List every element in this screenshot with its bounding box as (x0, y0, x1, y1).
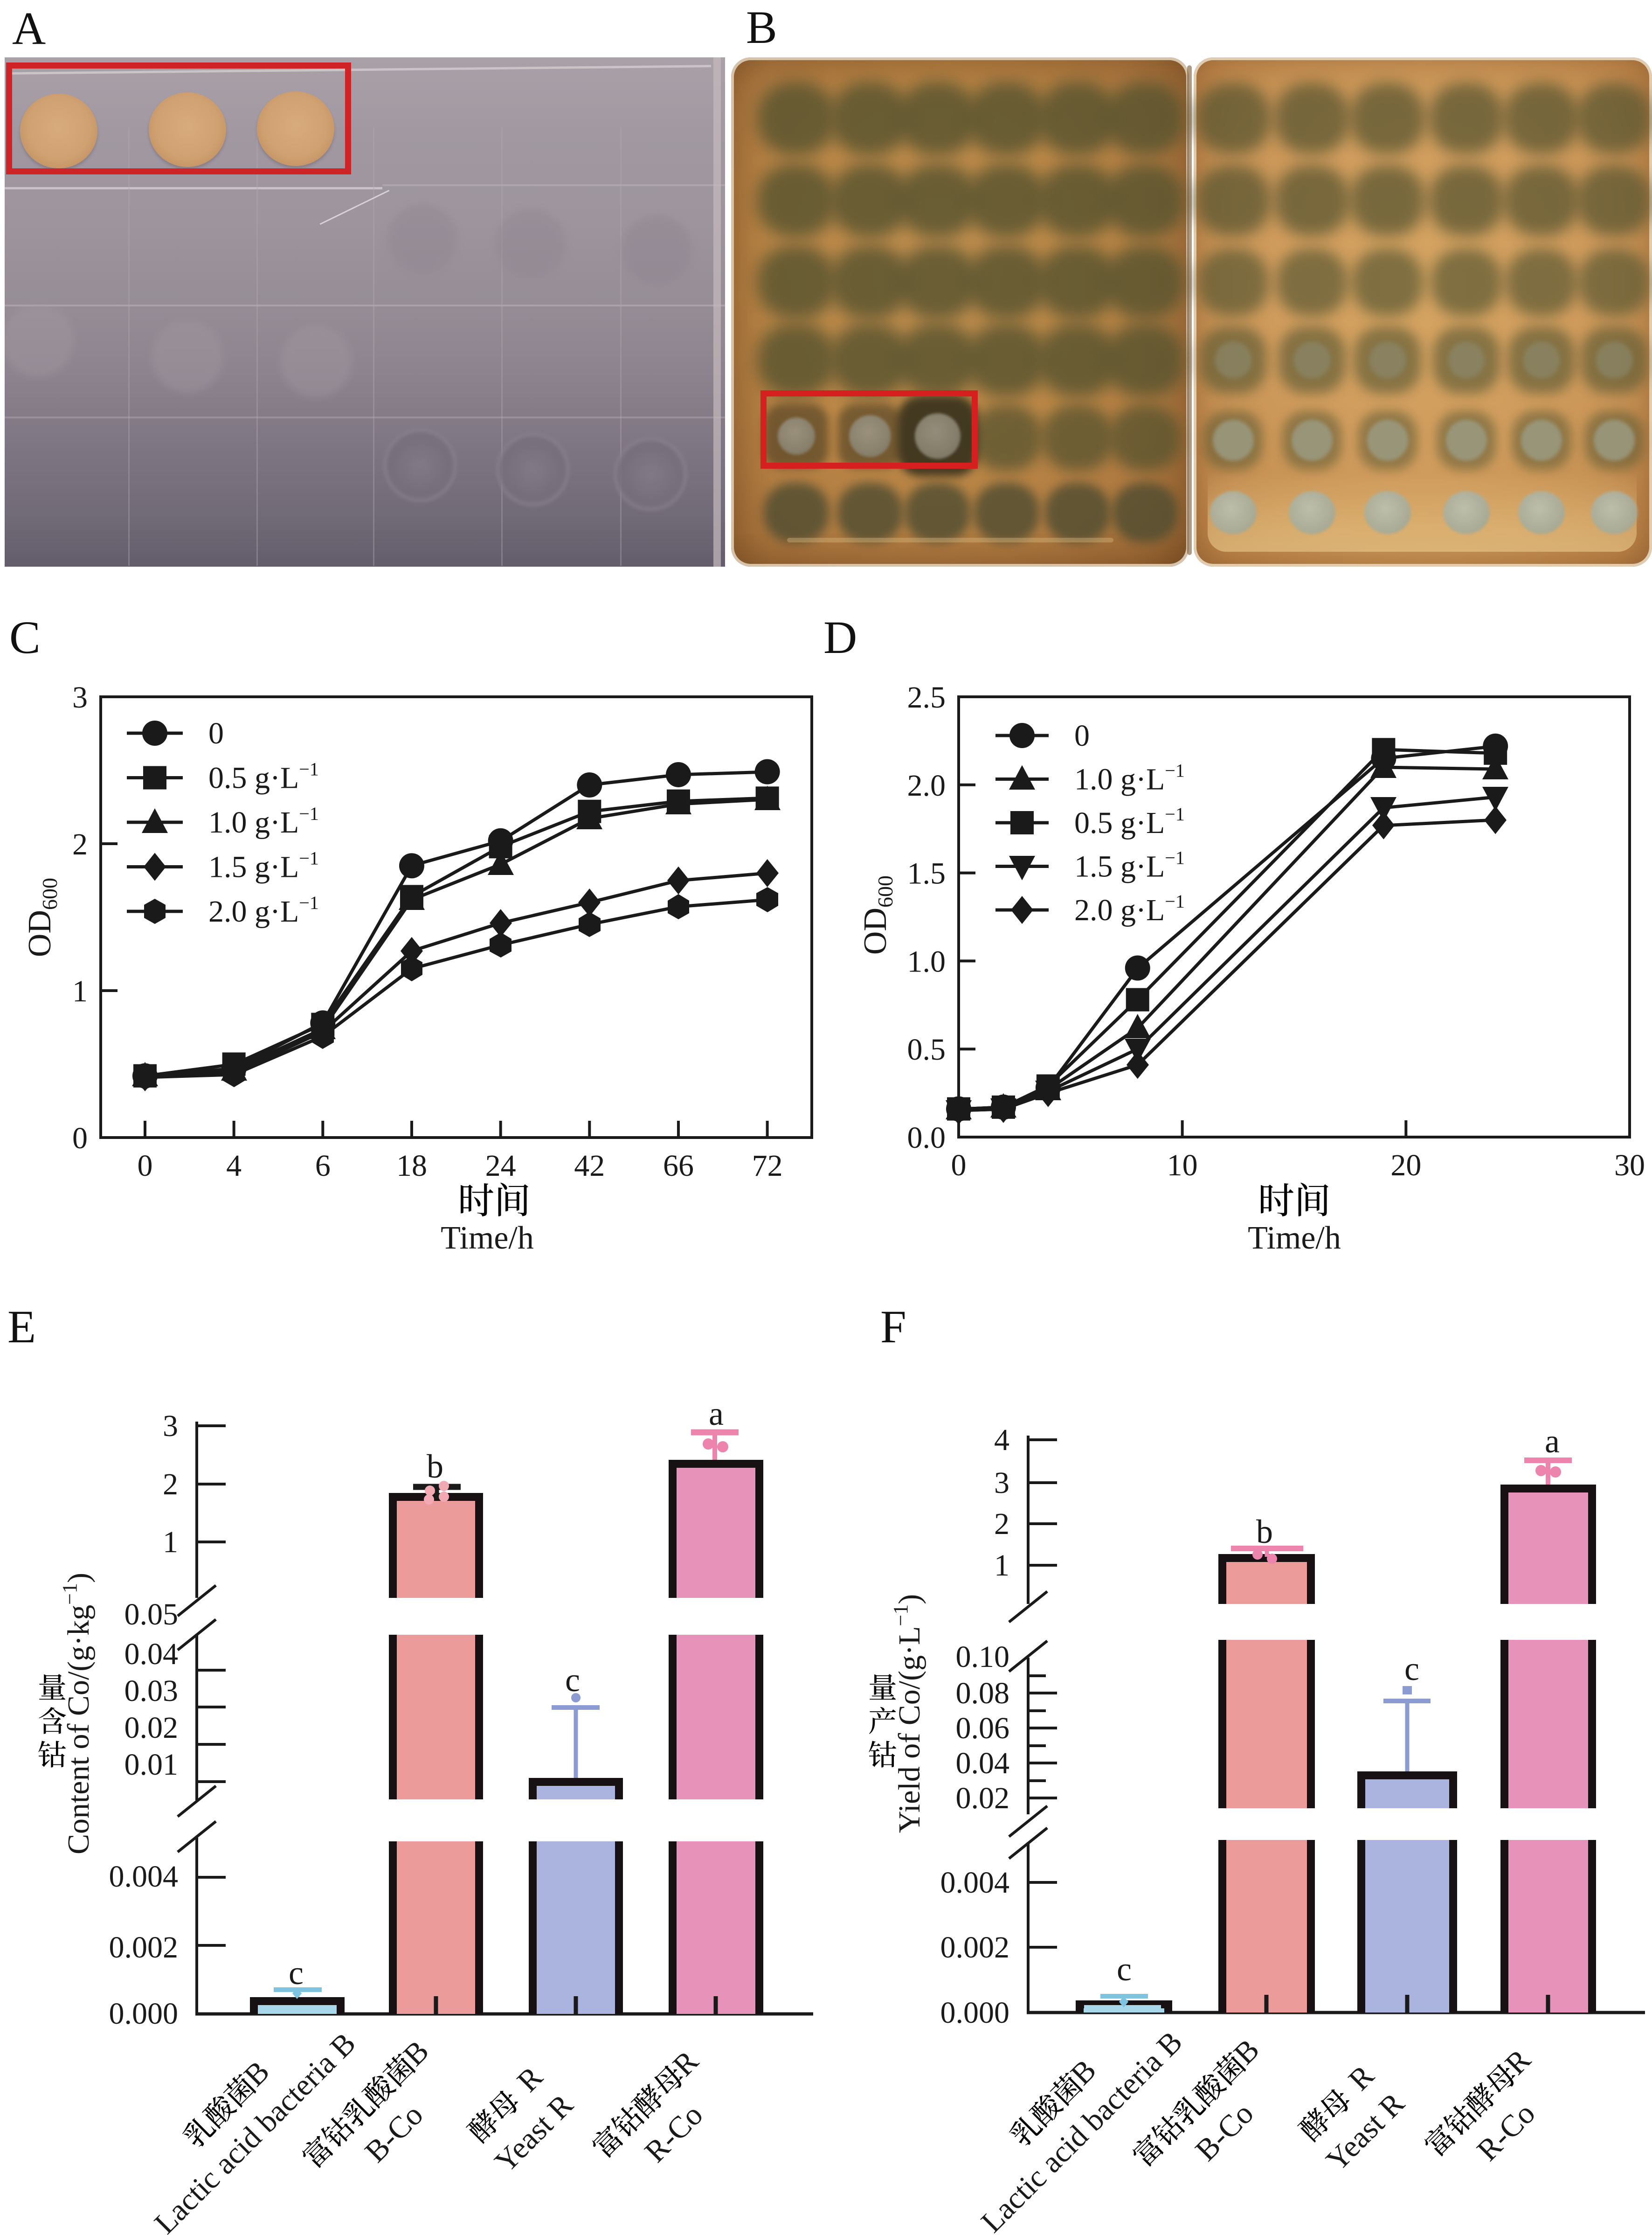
svg-text:66: 66 (663, 1149, 694, 1183)
svg-text:2.0 g·L−1: 2.0 g·L−1 (1074, 891, 1185, 927)
svg-text:0.01: 0.01 (124, 1748, 179, 1782)
svg-text:A: A (12, 2, 46, 54)
svg-text:0.004: 0.004 (109, 1860, 179, 1894)
svg-text:B: B (237, 2055, 276, 2093)
svg-text:b: b (1256, 1513, 1273, 1550)
svg-text:0: 0 (208, 716, 224, 750)
svg-text:0.04: 0.04 (124, 1637, 179, 1671)
svg-text:Yield of Co/(g·L−1): Yield of Co/(g·L−1) (889, 1594, 926, 1833)
svg-text:R: R (1342, 2059, 1381, 2097)
svg-text:Time/h: Time/h (1248, 1220, 1341, 1256)
svg-text:0.10: 0.10 (956, 1640, 1010, 1674)
svg-text:3: 3 (72, 680, 88, 715)
svg-text:1.5: 1.5 (907, 857, 946, 891)
svg-text:B-Co: B-Co (359, 2098, 430, 2169)
svg-text:6: 6 (315, 1149, 331, 1183)
svg-text:0.5 g·L−1: 0.5 g·L−1 (208, 759, 319, 795)
svg-text:c: c (565, 1661, 580, 1699)
svg-text:4: 4 (226, 1149, 242, 1183)
svg-text:0.000: 0.000 (940, 1996, 1010, 2030)
svg-text:0.002: 0.002 (940, 1930, 1010, 1964)
svg-text:0.05: 0.05 (124, 1597, 179, 1631)
svg-text:1: 1 (72, 974, 88, 1008)
svg-text:0.5 g·L−1: 0.5 g·L−1 (1074, 804, 1185, 840)
svg-text:0.08: 0.08 (956, 1676, 1010, 1710)
svg-text:2: 2 (72, 827, 88, 861)
svg-text:3: 3 (163, 1409, 178, 1443)
svg-text:F: F (880, 1301, 906, 1353)
svg-text:1: 1 (994, 1548, 1009, 1583)
svg-text:2: 2 (163, 1467, 178, 1501)
svg-text:B: B (1064, 2053, 1103, 2092)
svg-text:18: 18 (396, 1149, 427, 1183)
svg-text:0: 0 (72, 1121, 88, 1155)
svg-text:E: E (7, 1301, 36, 1353)
svg-text:R: R (511, 2060, 549, 2099)
svg-text:0.03: 0.03 (124, 1674, 179, 1708)
svg-text:0.0: 0.0 (907, 1121, 946, 1155)
svg-text:1.5 g·L−1: 1.5 g·L−1 (1074, 847, 1185, 884)
svg-text:2.0 g·L−1: 2.0 g·L−1 (208, 892, 319, 929)
svg-text:0: 0 (951, 1148, 967, 1182)
svg-text:c: c (1404, 1650, 1419, 1687)
svg-text:c: c (289, 1954, 304, 1992)
svg-text:R-Co: R-Co (638, 2098, 710, 2169)
svg-text:B-Co: B-Co (1189, 2096, 1260, 2168)
svg-text:Lactic acid bacteria B: Lactic acid bacteria B (148, 2026, 362, 2235)
svg-text:R: R (1499, 2043, 1537, 2082)
svg-text:0: 0 (138, 1149, 153, 1183)
svg-text:0.000: 0.000 (109, 1997, 179, 2031)
svg-text:2: 2 (994, 1507, 1009, 1541)
svg-text:1.0 g·L−1: 1.0 g·L−1 (208, 803, 319, 840)
svg-text:R-Co: R-Co (1471, 2096, 1542, 2168)
svg-text:0.02: 0.02 (956, 1781, 1010, 1815)
svg-text:1.0: 1.0 (907, 944, 946, 979)
svg-text:1.0 g·L−1: 1.0 g·L−1 (1074, 760, 1185, 797)
svg-text:1: 1 (163, 1525, 178, 1559)
svg-text:B: B (1227, 2033, 1266, 2071)
svg-text:B: B (746, 1, 777, 53)
svg-text:4: 4 (994, 1423, 1009, 1457)
svg-text:0.04: 0.04 (956, 1746, 1010, 1780)
svg-text:2.0: 2.0 (907, 769, 946, 803)
svg-text:20: 20 (1390, 1148, 1421, 1182)
svg-text:B: B (397, 2034, 435, 2073)
svg-text:0.02: 0.02 (124, 1711, 179, 1745)
svg-text:C: C (9, 611, 41, 663)
svg-text:0.002: 0.002 (109, 1930, 179, 1964)
svg-text:0.5: 0.5 (907, 1033, 946, 1067)
svg-text:a: a (709, 1395, 724, 1432)
svg-text:3: 3 (994, 1466, 1009, 1500)
svg-text:D: D (823, 611, 857, 663)
svg-text:24: 24 (485, 1149, 516, 1183)
svg-text:R: R (666, 2044, 705, 2083)
svg-text:0: 0 (1074, 719, 1090, 753)
svg-text:30: 30 (1614, 1148, 1645, 1182)
svg-text:Content of Co/(g·kg−1): Content of Co/(g·kg−1) (58, 1573, 96, 1854)
svg-text:a: a (1545, 1423, 1560, 1460)
svg-text:42: 42 (574, 1149, 605, 1183)
svg-text:2.5: 2.5 (907, 680, 946, 715)
svg-text:Time/h: Time/h (441, 1220, 534, 1256)
svg-text:OD600: OD600 (857, 875, 897, 955)
svg-text:10: 10 (1167, 1148, 1198, 1182)
svg-text:0.06: 0.06 (956, 1711, 1010, 1745)
svg-text:c: c (1117, 1950, 1132, 1988)
svg-text:OD600: OD600 (22, 878, 62, 957)
svg-text:72: 72 (752, 1149, 783, 1183)
svg-text:0.004: 0.004 (940, 1866, 1010, 1900)
svg-text:1.5 g·L−1: 1.5 g·L−1 (208, 848, 319, 884)
svg-text:b: b (427, 1448, 443, 1485)
